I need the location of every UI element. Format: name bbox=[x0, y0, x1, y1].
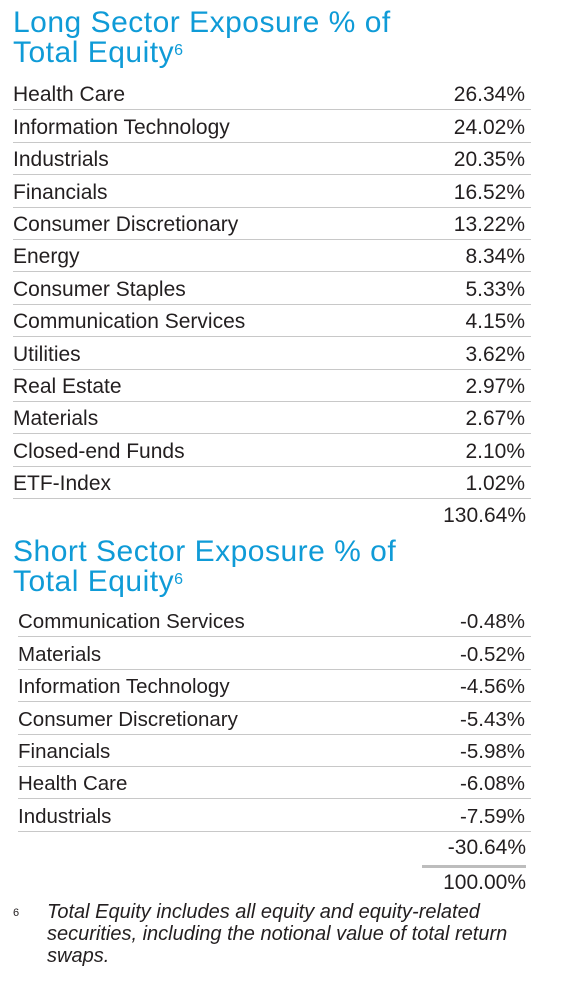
footnote-ref: 6 bbox=[174, 42, 184, 59]
sector-value: -0.48% bbox=[460, 610, 525, 634]
sector-label: Industrials bbox=[18, 804, 112, 828]
table-row: Information Technology -4.56% bbox=[18, 670, 531, 703]
table-row: Communication Services -0.48% bbox=[18, 605, 531, 638]
table-row: ETF-Index 1.02% bbox=[13, 467, 531, 500]
sector-value: 2.67% bbox=[465, 407, 525, 431]
net-total: 100.00% bbox=[443, 871, 526, 894]
table-row: Health Care -6.08% bbox=[18, 767, 531, 800]
sector-label: Health Care bbox=[18, 772, 128, 796]
sector-value: 1.02% bbox=[465, 472, 525, 496]
sector-label: Materials bbox=[13, 407, 99, 431]
sector-label: Health Care bbox=[13, 83, 126, 107]
sector-label: Utilities bbox=[13, 342, 81, 366]
table-row: Materials -0.52% bbox=[18, 637, 531, 670]
table-row: Industrials -7.59% bbox=[18, 799, 531, 832]
sector-label: Consumer Staples bbox=[13, 277, 186, 301]
short-total: -30.64% bbox=[422, 836, 526, 868]
sector-value: 13.22% bbox=[453, 212, 525, 236]
sector-label: Information Technology bbox=[18, 675, 230, 699]
sector-value: 3.62% bbox=[465, 342, 525, 366]
table-row: Financials 16.52% bbox=[13, 175, 531, 208]
sector-label: Energy bbox=[13, 245, 80, 269]
sector-value: 20.35% bbox=[453, 148, 525, 172]
sector-value: 5.33% bbox=[465, 277, 525, 301]
footnote-text: Total Equity includes all equity and equ… bbox=[47, 901, 508, 967]
footnote-ref: 6 bbox=[174, 571, 184, 588]
sector-value: -0.52% bbox=[460, 642, 525, 666]
short-title-line1: Short Sector Exposure % of bbox=[13, 535, 397, 568]
sector-label: Financials bbox=[13, 180, 108, 204]
sector-label: Consumer Discretionary bbox=[18, 707, 238, 731]
footnote-mark: 6 bbox=[13, 907, 20, 919]
sector-value: 2.97% bbox=[465, 374, 525, 398]
table-row: Financials -5.98% bbox=[18, 735, 531, 767]
sector-value: -6.08% bbox=[460, 772, 525, 796]
long-title-line1: Long Sector Exposure % of bbox=[13, 6, 391, 39]
table-row: Real Estate 2.97% bbox=[13, 370, 531, 402]
sector-value: -7.59% bbox=[460, 804, 525, 828]
sector-label: Materials bbox=[18, 642, 102, 666]
sector-value: 26.34% bbox=[453, 83, 525, 107]
sector-label: Consumer Discretionary bbox=[13, 212, 239, 236]
sector-label: Real Estate bbox=[13, 374, 122, 398]
table-row: Health Care 26.34% bbox=[13, 78, 531, 111]
table-row: Consumer Staples 5.33% bbox=[13, 272, 531, 305]
table-row: Information Technology 24.02% bbox=[13, 110, 531, 143]
long-title-line2: Total Equity bbox=[13, 36, 175, 69]
sector-label: Industrials bbox=[13, 148, 109, 172]
sector-label: Communication Services bbox=[13, 310, 246, 334]
table-row: Closed-end Funds 2.10% bbox=[13, 434, 531, 467]
sector-value: 2.10% bbox=[465, 439, 525, 463]
long-exposure-title: Long Sector Exposure % of Total Equity6 bbox=[13, 8, 391, 68]
table-row: Industrials 20.35% bbox=[13, 143, 531, 176]
short-title-line2: Total Equity bbox=[13, 565, 175, 598]
sector-value: -5.98% bbox=[460, 739, 525, 763]
sector-value: -4.56% bbox=[460, 675, 525, 699]
table-row: Utilities 3.62% bbox=[13, 337, 531, 370]
short-exposure-table: Communication Services -0.48% Materials -0.… bbox=[18, 605, 531, 832]
sector-label: Information Technology bbox=[13, 115, 230, 139]
footnote: 6 Total Equity includes all equity and e… bbox=[13, 901, 533, 967]
sector-label: Communication Services bbox=[18, 610, 245, 634]
table-row: Consumer Discretionary 13.22% bbox=[13, 208, 531, 240]
sector-value: -5.43% bbox=[460, 707, 525, 731]
table-row: Energy 8.34% bbox=[13, 240, 531, 273]
sector-label: ETF-Index bbox=[13, 472, 112, 496]
sector-label: Closed-end Funds bbox=[13, 439, 185, 463]
long-exposure-table: Health Care 26.34% Information Technology 2… bbox=[13, 78, 531, 500]
table-row: Communication Services 4.15% bbox=[13, 305, 531, 338]
sector-value: 4.15% bbox=[465, 310, 525, 334]
sector-value: 8.34% bbox=[465, 245, 525, 269]
long-total: 130.64% bbox=[443, 504, 526, 527]
short-exposure-title: Short Sector Exposure % of Total Equity6 bbox=[13, 537, 396, 597]
sector-value: 16.52% bbox=[453, 180, 525, 204]
sector-value: 24.02% bbox=[453, 115, 525, 139]
table-row: Materials 2.67% bbox=[13, 402, 531, 435]
sector-label: Financials bbox=[18, 739, 111, 763]
table-row: Consumer Discretionary -5.43% bbox=[18, 702, 531, 735]
